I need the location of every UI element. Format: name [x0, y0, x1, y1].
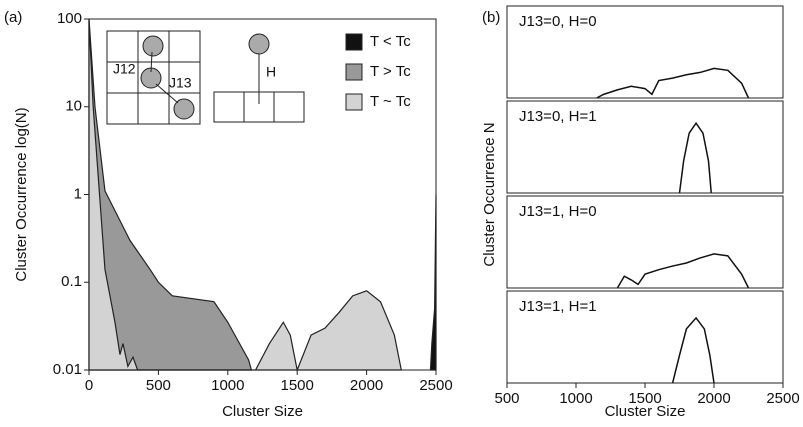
line: [616, 253, 750, 289]
legend-swatch: [345, 93, 363, 111]
legend-label: T > Tc: [370, 63, 411, 80]
x-tick-label: 2000: [350, 377, 383, 394]
legend-label: T < Tc: [370, 33, 411, 50]
plot-frame: [506, 5, 784, 99]
line: [671, 316, 715, 384]
area: [88, 18, 403, 373]
x-tick-label: 1500: [628, 390, 661, 407]
lattice: [106, 30, 201, 125]
panel-title: J13=0, H=1: [519, 108, 597, 125]
plot-frame: [506, 100, 784, 194]
inset-label: H: [266, 64, 276, 80]
line: [678, 121, 712, 194]
panel-title: J13=1, H=1: [519, 298, 597, 315]
inset-label: J13: [169, 75, 192, 91]
panel-label: (b): [482, 9, 500, 26]
y-axis-label: Cluster Occurrence N: [481, 122, 498, 266]
inset-diagram: [106, 30, 305, 125]
x-tick-label: 0: [85, 377, 93, 394]
line: [596, 67, 750, 99]
legend-label: T ~ Tc: [370, 93, 411, 110]
y-tick-label: 100: [57, 10, 82, 27]
x-tick-label: 1000: [559, 390, 592, 407]
x-tick-label: 2500: [766, 390, 799, 407]
x-tick-label: 2500: [419, 377, 452, 394]
x-tick-label: 500: [494, 390, 519, 407]
panel-title: J13=1, H=0: [519, 203, 597, 220]
legend-swatch: [345, 33, 363, 51]
y-tick-label: 1: [74, 185, 82, 202]
y-tick-label: 10: [65, 98, 82, 115]
area: [88, 18, 253, 371]
panel-title: J13=0, H=0: [519, 13, 597, 30]
x-axis-label: Cluster Size: [605, 403, 686, 420]
x-axis-label: Cluster Size: [222, 403, 303, 420]
y-tick-label: 0.01: [53, 361, 82, 378]
y-axis-label: Cluster Occurrence log(N): [13, 107, 30, 281]
area: [429, 194, 437, 371]
panel-label: (a): [4, 9, 22, 26]
inset-label: J12: [113, 61, 136, 77]
x-tick-label: 2000: [697, 390, 730, 407]
plot-frame: [506, 195, 784, 289]
x-tick-label: 1000: [211, 377, 244, 394]
x-tick-label: 500: [146, 377, 171, 394]
legend-swatch: [345, 63, 363, 81]
x-tick-label: 1500: [281, 377, 314, 394]
y-tick-label: 0.1: [61, 273, 82, 290]
